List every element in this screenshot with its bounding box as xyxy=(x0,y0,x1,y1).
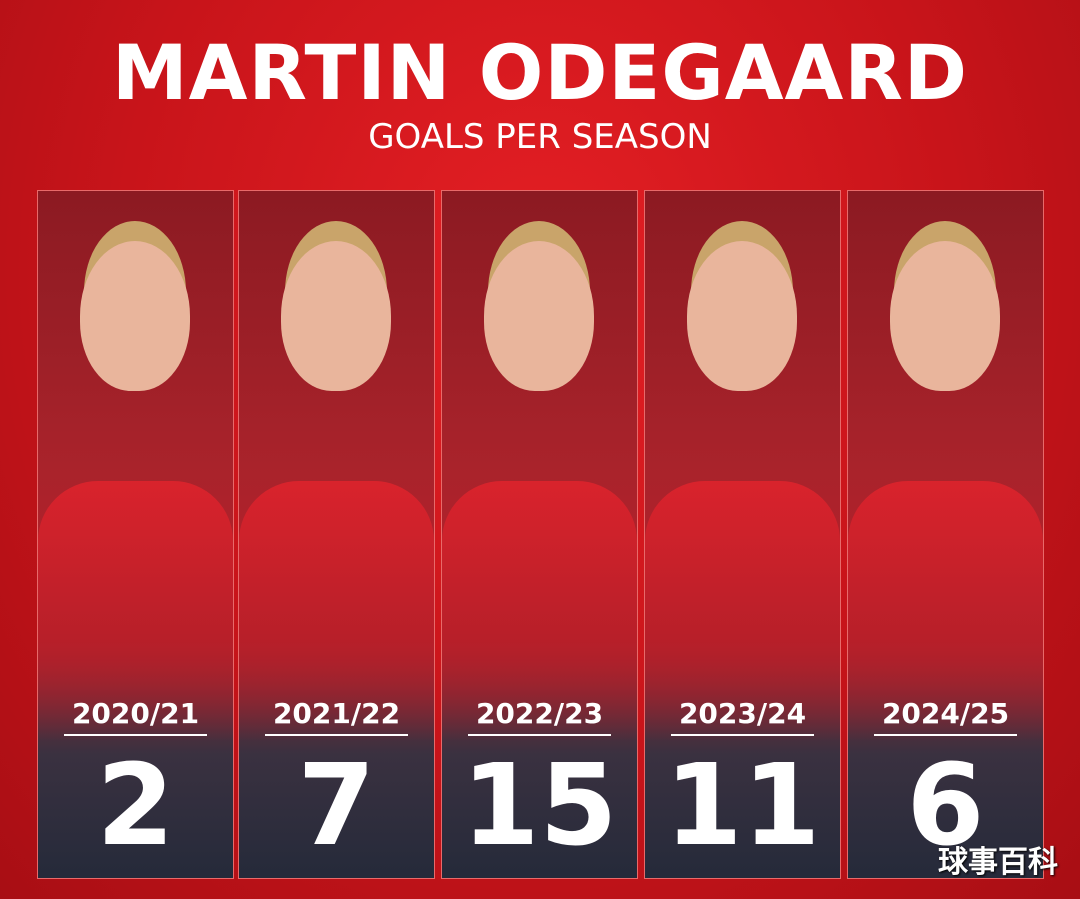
title: MARTIN ODEGAARD xyxy=(112,28,968,117)
divider xyxy=(671,734,814,736)
divider xyxy=(64,734,207,736)
season-label: 2023/24 xyxy=(678,697,807,730)
season-card: 2024/25 6 xyxy=(847,190,1044,879)
goal-count: 7 xyxy=(297,741,376,871)
divider xyxy=(468,734,611,736)
season-card: 2022/23 15 xyxy=(441,190,638,879)
divider xyxy=(874,734,1017,736)
season-card: 2023/24 11 xyxy=(644,190,841,879)
season-label: 2022/23 xyxy=(475,697,604,730)
goal-count: 11 xyxy=(664,741,821,871)
goal-count: 2 xyxy=(96,741,175,871)
watermark: 球事百科 xyxy=(938,845,1058,880)
season-label: 2021/22 xyxy=(272,697,401,730)
season-card: 2021/22 7 xyxy=(238,190,435,879)
season-label: 2020/21 xyxy=(71,697,200,730)
season-label: 2024/25 xyxy=(881,697,1010,730)
subtitle: GOALS PER SEASON xyxy=(368,117,712,157)
goal-count: 6 xyxy=(906,741,985,871)
goal-count: 15 xyxy=(461,741,618,871)
divider xyxy=(265,734,408,736)
season-card: 2020/21 2 xyxy=(37,190,234,879)
